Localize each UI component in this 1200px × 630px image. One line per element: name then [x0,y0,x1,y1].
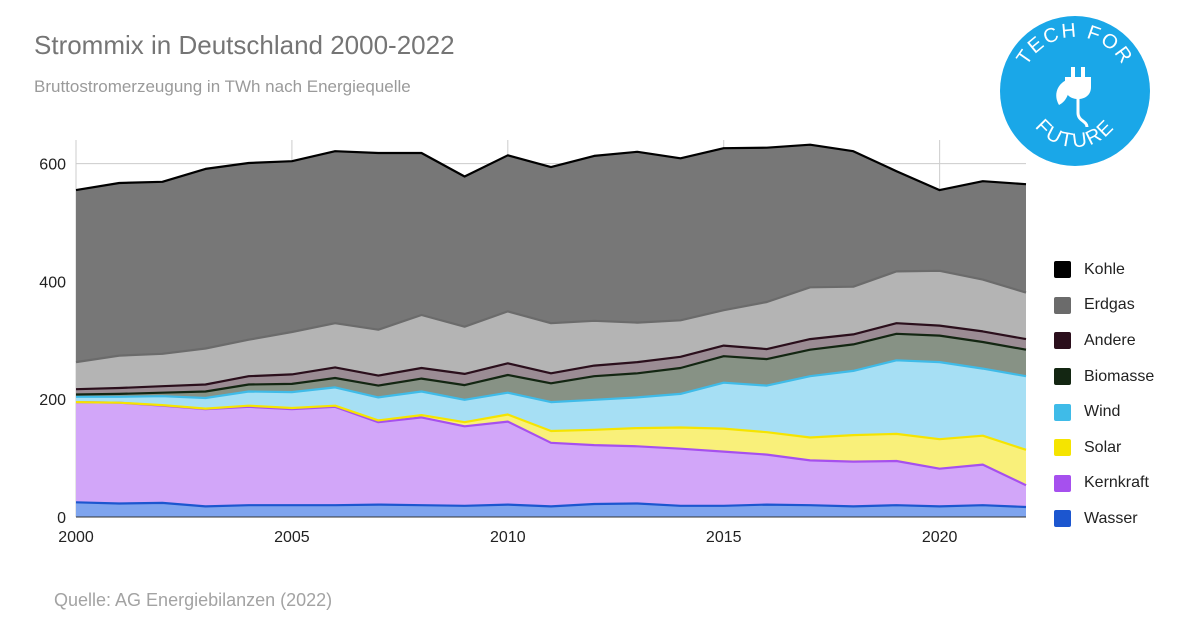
line-kohle [75,143,1027,192]
legend-item-wind: Wind [1054,394,1154,430]
y-tick-label: 200 [39,392,66,409]
legend-label: Biomasse [1084,367,1155,385]
legend-swatch [1054,261,1071,279]
x-tick-label: 2015 [706,529,742,546]
legend-label: Solar [1084,438,1122,456]
legend-item-kohle: Kohle [1054,252,1154,288]
area-erdgas [76,270,1026,390]
legend: Kohle Erdgas Andere Biomasse Wind Solar Kernkr… [1054,252,1154,537]
line-solar [75,401,1027,451]
legend-item-kernkraft: Kernkraft [1054,466,1154,502]
series-lines [75,143,1027,509]
stacked-areas [76,144,1026,517]
y-tick-label: 600 [39,157,66,174]
plug-leaf-icon [1056,67,1091,128]
line-wind [76,359,1027,404]
legend-label: Wasser [1084,509,1138,527]
area-kernkraft [76,402,1026,507]
source-note: Quelle: AG Energiebilanzen (2022) [54,590,333,610]
legend-swatch [1054,439,1071,457]
y-tick-label: 400 [39,274,66,291]
line-wasser [75,501,1027,509]
area-kohle [76,144,1026,363]
legend-label: Kohle [1084,260,1125,278]
area-biomasse [76,333,1026,403]
line-andere [75,322,1027,391]
legend-label: Erdgas [1084,296,1135,314]
area-wind [76,360,1026,450]
area-andere [76,323,1026,395]
area-solar [76,402,1026,486]
legend-swatch [1054,296,1071,314]
legend-swatch [1054,403,1071,421]
legend-label: Andere [1084,331,1136,349]
legend-swatch [1054,332,1071,350]
line-biomasse [75,332,1027,396]
legend-label: Wind [1084,403,1121,421]
x-tick-label: 2005 [274,529,310,546]
x-tick-label: 2000 [58,529,94,546]
chart-title: Strommix in Deutschland 2000-2022 [34,30,455,60]
legend-label: Kernkraft [1084,474,1149,492]
axes: 0 200 400 600 2000 2005 2010 2015 2020 [39,157,1026,546]
legend-item-biomasse: Biomasse [1054,359,1154,395]
legend-swatch [1054,368,1071,386]
y-tick-label: 0 [57,510,66,527]
legend-swatch [1054,510,1071,528]
tech-for-future-logo: TECH FOR FUTURE [1000,16,1150,166]
legend-item-erdgas: Erdgas [1054,288,1154,324]
x-tick-label: 2020 [922,529,958,546]
legend-item-wasser: Wasser [1054,501,1154,537]
chart-subtitle: Bruttostromerzeugung in TWh nach Energie… [34,77,411,96]
legend-item-andere: Andere [1054,323,1154,359]
legend-swatch [1054,474,1071,492]
x-tick-label: 2010 [490,529,526,546]
legend-item-solar: Solar [1054,430,1154,466]
line-erdgas [75,269,1027,364]
